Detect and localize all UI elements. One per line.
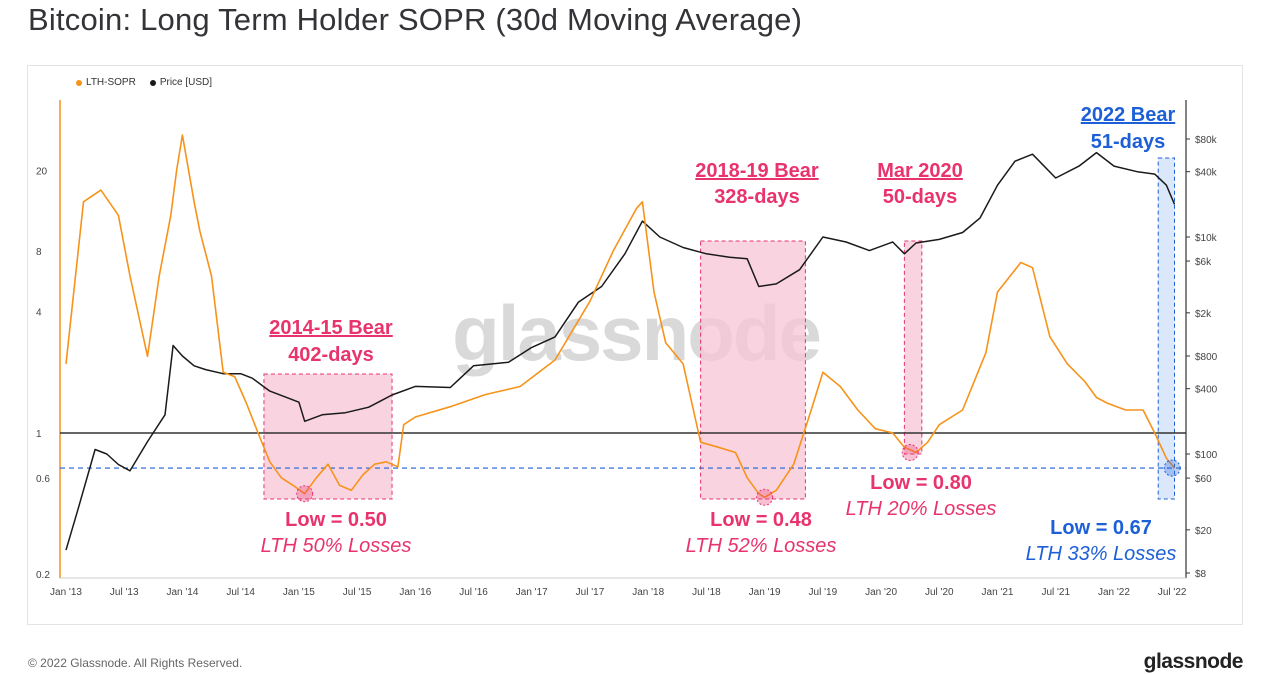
annotation-losses: LTH 20% Losses	[846, 498, 997, 520]
legend-dot-icon	[149, 79, 156, 86]
annotation-low: Low = 0.67	[1050, 517, 1152, 539]
annotation-duration: 328-days	[714, 186, 800, 208]
annotation-title: Mar 2020	[877, 160, 963, 182]
legend-dot-icon	[76, 79, 82, 86]
right-tick-label: $80k	[1195, 135, 1218, 146]
x-tick-label: Jul '14	[226, 587, 255, 598]
annotation-losses: LTH 52% Losses	[686, 535, 837, 557]
annotation-duration: 51-days	[1091, 131, 1166, 153]
annotation-low: Low = 0.50	[285, 509, 387, 531]
right-tick-label: $6k	[1195, 257, 1212, 268]
x-tick-label: Jul '13	[110, 587, 139, 598]
right-tick-label: $100	[1195, 450, 1218, 461]
bear-region-3	[1157, 157, 1176, 500]
left-tick-label: 20	[36, 167, 48, 178]
right-tick-label: $60	[1195, 474, 1212, 485]
x-tick-label: Jan '15	[283, 587, 315, 598]
low-marker-2	[901, 444, 919, 462]
annotation-title: 2014-15 Bear	[269, 317, 393, 339]
annotation-low: Low = 0.80	[870, 472, 972, 494]
copyright-text: © 2022 Glassnode. All Rights Reserved.	[28, 656, 243, 670]
annotation-losses: LTH 50% Losses	[261, 535, 412, 557]
x-tick-label: Jan '17	[516, 587, 548, 598]
x-tick-label: Jan '18	[632, 587, 664, 598]
brand-logo: glassnode	[1143, 650, 1244, 673]
series-line-price	[65, 151, 1176, 551]
x-tick-label: Jul '15	[343, 587, 372, 598]
chart-legend: LTH-SOPR Price [USD]	[76, 77, 212, 88]
annotation-duration: 402-days	[288, 344, 374, 366]
page-title: Bitcoin: Long Term Holder SOPR (30d Movi…	[28, 2, 803, 37]
x-tick-label: Jan '13	[50, 587, 82, 598]
right-tick-label: $40k	[1195, 168, 1218, 179]
x-tick-label: Jan '16	[399, 587, 431, 598]
left-tick-label: 8	[36, 247, 42, 258]
legend-label: LTH-SOPR	[86, 77, 136, 88]
x-tick-label: Jan '22	[1098, 587, 1130, 598]
bear-region-0	[263, 373, 393, 500]
right-tick-label: $8	[1195, 569, 1207, 580]
x-tick-label: Jan '19	[749, 587, 781, 598]
low-marker-0	[296, 485, 314, 503]
x-tick-label: Jul '19	[809, 587, 838, 598]
bear-region-2	[903, 240, 923, 455]
x-tick-label: Jul '18	[692, 587, 721, 598]
annotation-low: Low = 0.48	[710, 509, 812, 531]
right-tick-label: $400	[1195, 385, 1218, 396]
right-tick-label: $2k	[1195, 309, 1212, 320]
x-tick-label: Jul '22	[1158, 587, 1187, 598]
x-tick-label: Jan '21	[982, 587, 1014, 598]
legend-label: Price [USD]	[159, 77, 213, 88]
left-tick-label: 1	[36, 429, 42, 440]
left-tick-label: 0.6	[36, 474, 50, 485]
bear-region-1	[700, 240, 806, 500]
chart-panel	[27, 65, 1243, 625]
annotation-title: 2018-19 Bear	[695, 160, 819, 182]
right-tick-label: $800	[1195, 352, 1218, 363]
x-tick-label: Jul '20	[925, 587, 954, 598]
x-tick-label: Jul '17	[576, 587, 605, 598]
left-tick-label: 4	[36, 308, 42, 319]
right-tick-label: $20	[1195, 526, 1212, 537]
annotation-title: 2022 Bear	[1081, 104, 1176, 126]
x-tick-label: Jul '21	[1041, 587, 1070, 598]
annotation-losses: LTH 33% Losses	[1026, 543, 1177, 565]
x-tick-label: Jul '16	[459, 587, 488, 598]
low-marker-3	[1163, 459, 1181, 477]
legend-item-lth-sopr[interactable]: LTH-SOPR	[76, 77, 136, 88]
left-tick-label: 0.2	[36, 570, 50, 581]
annotation-duration: 50-days	[883, 186, 958, 208]
x-tick-label: Jan '14	[166, 587, 198, 598]
x-tick-label: Jan '20	[865, 587, 897, 598]
series-line-lth-sopr	[65, 134, 1176, 499]
legend-item-price[interactable]: Price [USD]	[149, 77, 213, 88]
right-tick-label: $10k	[1195, 233, 1218, 244]
low-marker-1	[756, 488, 774, 506]
